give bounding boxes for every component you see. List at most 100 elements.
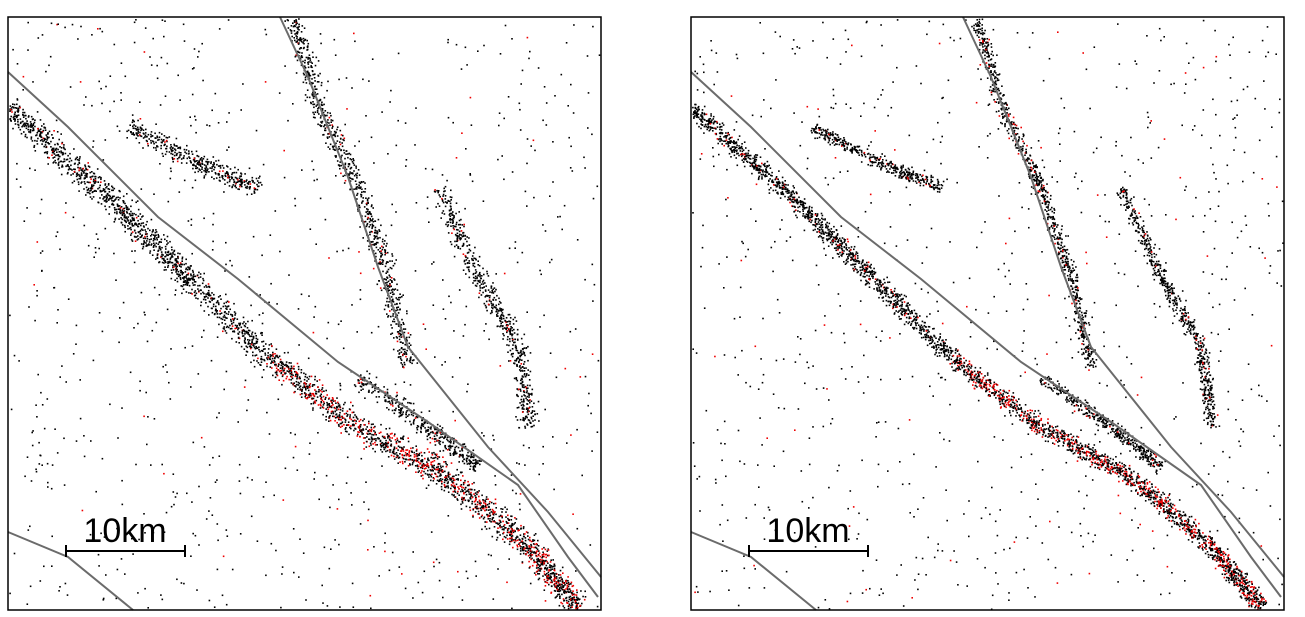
event-dot: [491, 306, 493, 309]
event-dot: [174, 148, 176, 150]
event-dot: [384, 394, 386, 397]
event-dot: [428, 473, 431, 476]
event-dot: [519, 355, 521, 358]
event-dot: [99, 184, 101, 187]
event-dot: [295, 380, 298, 383]
event-dot: [344, 174, 346, 177]
event-dot: [14, 115, 16, 117]
event-dot: [387, 435, 390, 437]
event-dot: [549, 566, 552, 569]
event-dot: [301, 390, 303, 392]
event-dot: [201, 162, 203, 164]
event-dot: [177, 255, 179, 258]
event-dot: [443, 213, 446, 215]
event-dot: [34, 150, 37, 152]
event-dot: [240, 175, 242, 177]
event-dot: [337, 405, 340, 407]
event-dot: [329, 405, 332, 408]
event-dot: [246, 187, 248, 189]
event-dot: [332, 400, 335, 402]
event-dot: [462, 481, 465, 484]
event-dot: [165, 261, 167, 264]
event-dot: [541, 562, 544, 564]
event-dot: [322, 395, 325, 398]
event-dot: [398, 338, 401, 341]
event-dot: [463, 223, 465, 226]
event-dot: [292, 374, 294, 377]
event-dot: [462, 235, 465, 237]
event-dot: [179, 154, 181, 156]
event-dot: [314, 375, 316, 378]
event-dot: [34, 139, 36, 142]
event-dot: [344, 419, 347, 421]
event-dot: [233, 311, 236, 313]
event-dot: [126, 137, 128, 139]
event-dot: [243, 324, 246, 327]
event-dot: [466, 266, 468, 269]
event-dot: [476, 507, 478, 510]
event-dot: [449, 218, 451, 221]
event-dot: [355, 415, 358, 418]
event-dot: [179, 277, 182, 279]
event-dot: [514, 522, 516, 524]
event-dot: [471, 502, 473, 505]
event-dot: [519, 418, 522, 421]
event-dot: [529, 539, 531, 542]
event-dot: [382, 270, 384, 273]
event-dot: [392, 320, 394, 323]
event-dot: [354, 414, 356, 416]
event-dot: [369, 224, 372, 226]
event-dot: [525, 547, 527, 550]
event-dot: [170, 152, 172, 155]
event-dot: [360, 381, 363, 384]
event-dot: [452, 225, 454, 227]
event-dot: [295, 32, 298, 35]
event-dot: [468, 248, 471, 251]
event-dot: [249, 343, 251, 345]
event-dot: [145, 223, 147, 226]
event-dot: [169, 260, 171, 263]
event-dot: [377, 391, 380, 393]
event-dot: [140, 135, 143, 138]
event-dot: [320, 115, 322, 117]
event-dot: [410, 402, 412, 405]
event-dot: [280, 364, 283, 367]
event-dot: [359, 385, 362, 388]
event-dot: [418, 452, 421, 455]
event-dot: [73, 180, 76, 182]
event-dot: [79, 167, 82, 169]
event-dot: [374, 425, 376, 428]
event-dot: [334, 155, 337, 157]
event-dot: [330, 405, 333, 407]
event-dot: [479, 274, 481, 276]
event-dot: [254, 188, 257, 191]
event-dot: [474, 277, 477, 280]
event-dot: [474, 275, 477, 278]
event-dot: [466, 245, 468, 247]
event-dot: [505, 317, 508, 319]
event-dot: [398, 415, 400, 418]
event-dot: [163, 262, 165, 264]
event-dot: [114, 218, 116, 221]
event-dot: [449, 439, 452, 441]
event-dot: [409, 344, 412, 346]
event-dot: [417, 425, 420, 428]
event-dot: [164, 251, 167, 253]
event-dot: [562, 605, 565, 607]
event-dot: [498, 310, 500, 312]
event-dot: [509, 338, 511, 340]
event-dot: [408, 402, 411, 404]
event-dot: [352, 172, 354, 175]
event-dot: [337, 408, 340, 411]
event-dot: [507, 336, 509, 338]
event-dot: [353, 164, 356, 166]
event-dot: [275, 363, 277, 366]
event-dot: [224, 174, 226, 177]
event-dot: [375, 235, 377, 238]
event-dot: [390, 277, 393, 279]
event-dot: [513, 529, 515, 532]
event-dot: [546, 575, 548, 578]
event-dot: [479, 285, 481, 287]
event-dot: [233, 302, 235, 305]
event-dot: [392, 348, 395, 351]
